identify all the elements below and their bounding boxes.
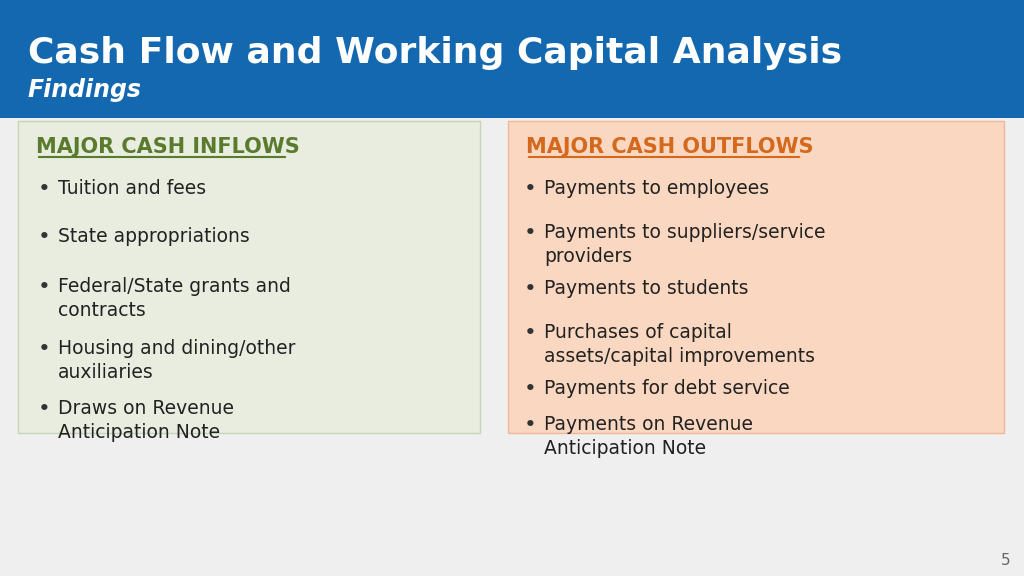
FancyBboxPatch shape [0, 0, 1024, 118]
Text: MAJOR CASH OUTFLOWS: MAJOR CASH OUTFLOWS [526, 137, 813, 157]
Text: Findings: Findings [28, 78, 142, 102]
Text: Purchases of capital
assets/capital improvements: Purchases of capital assets/capital impr… [544, 323, 815, 366]
FancyBboxPatch shape [508, 121, 1004, 433]
Text: •: • [38, 339, 51, 359]
FancyBboxPatch shape [18, 121, 480, 433]
Text: Housing and dining/other
auxiliaries: Housing and dining/other auxiliaries [58, 339, 296, 382]
Text: •: • [524, 379, 537, 399]
Text: MAJOR CASH INFLOWS: MAJOR CASH INFLOWS [36, 137, 300, 157]
Text: •: • [38, 277, 51, 297]
FancyBboxPatch shape [0, 118, 1024, 576]
Text: Tuition and fees: Tuition and fees [58, 179, 206, 198]
Text: •: • [524, 323, 537, 343]
Text: Cash Flow and Working Capital Analysis: Cash Flow and Working Capital Analysis [28, 36, 842, 70]
Text: Payments on Revenue
Anticipation Note: Payments on Revenue Anticipation Note [544, 415, 753, 458]
Text: •: • [38, 399, 51, 419]
Text: 5: 5 [1000, 553, 1010, 568]
Text: Payments to employees: Payments to employees [544, 179, 769, 198]
Text: •: • [524, 279, 537, 299]
Text: •: • [38, 227, 51, 247]
Text: •: • [524, 415, 537, 435]
Text: State appropriations: State appropriations [58, 227, 250, 246]
Text: Payments to suppliers/service
providers: Payments to suppliers/service providers [544, 223, 825, 266]
Text: Draws on Revenue
Anticipation Note: Draws on Revenue Anticipation Note [58, 399, 234, 442]
Text: Payments to students: Payments to students [544, 279, 749, 298]
Text: •: • [524, 223, 537, 243]
Text: •: • [524, 179, 537, 199]
Text: Federal/State grants and
contracts: Federal/State grants and contracts [58, 277, 291, 320]
Text: Payments for debt service: Payments for debt service [544, 379, 790, 398]
Text: •: • [38, 179, 51, 199]
